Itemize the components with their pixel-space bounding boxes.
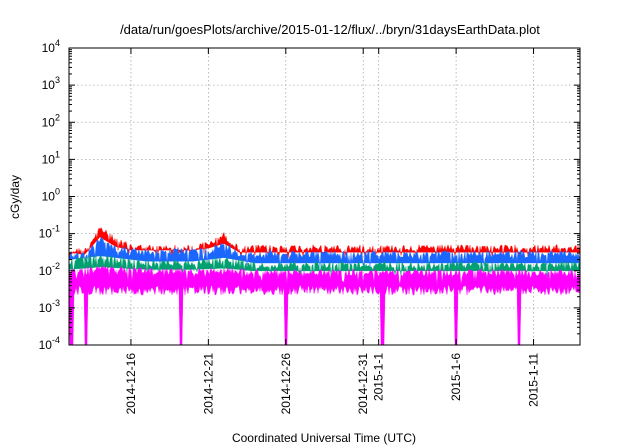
series-band <box>68 265 581 346</box>
grid <box>69 47 580 346</box>
x-tick-label: 2014-12-26 <box>279 353 293 415</box>
y-tick-label: 102 <box>42 112 60 129</box>
ticks <box>69 47 580 346</box>
x-axis-label: Coordinated Universal Time (UTC) <box>232 431 416 445</box>
y-tick-label: 10-1 <box>39 224 60 241</box>
x-tick-label: 2015-1-11 <box>527 353 541 407</box>
y-tick-label: 103 <box>42 75 60 92</box>
x-tick-label: 2015-1-1 <box>372 353 386 401</box>
x-tick-label: 2014-12-31 <box>356 353 370 415</box>
chart-title: /data/run/goesPlots/archive/2015-01-12/f… <box>120 22 540 37</box>
y-tick-label: 10-2 <box>39 261 60 278</box>
y-tick-labels: 10-4 10-3 10-2 10-1 100 101 102 103 104 <box>39 38 60 352</box>
y-axis-label: cGy/day <box>8 175 22 219</box>
x-tick-label: 2014-12-16 <box>124 353 138 415</box>
y-tick-label: 104 <box>42 38 60 55</box>
y-tick-label: 10-4 <box>39 335 60 352</box>
data-area <box>68 227 581 346</box>
x-tick-label: 2015-1-6 <box>449 353 463 401</box>
y-tick-label: 100 <box>42 187 60 204</box>
x-tick-labels: 2014-12-16 2014-12-21 2014-12-26 2014-12-31… <box>124 353 541 415</box>
y-tick-label: 10-3 <box>39 298 60 315</box>
y-tick-label: 101 <box>42 149 60 166</box>
x-tick-label: 2014-12-21 <box>201 353 215 415</box>
